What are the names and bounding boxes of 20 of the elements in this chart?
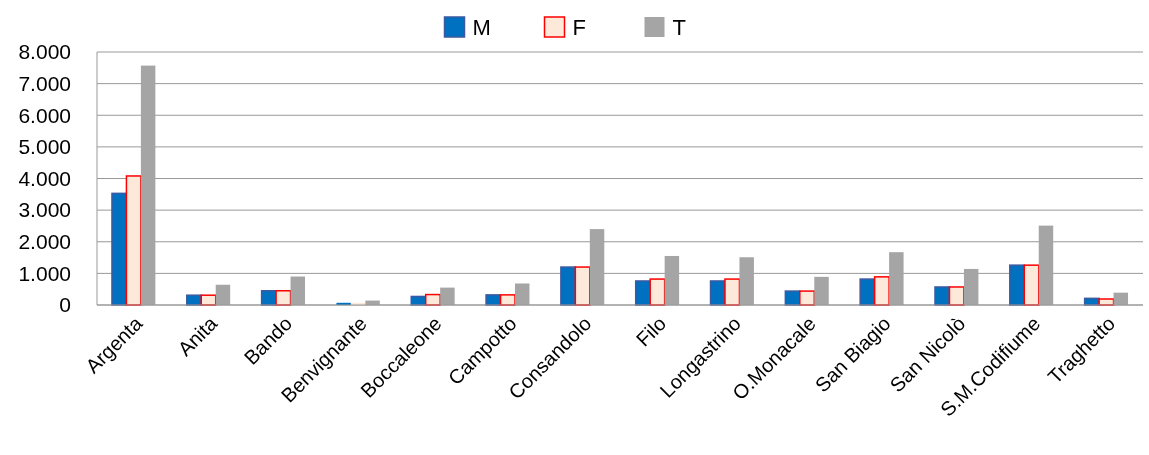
bar: [111, 192, 128, 306]
legend-label: T: [672, 14, 686, 40]
bar: [560, 266, 577, 306]
bar: [125, 175, 142, 306]
y-tick-label: 1.000: [18, 261, 71, 285]
bar: [649, 278, 666, 306]
y-tick-label: 3.000: [18, 198, 71, 222]
y-tick-label: 2.000: [18, 230, 71, 254]
bar: [574, 266, 591, 306]
y-tick-label: 0: [59, 293, 71, 317]
y-tick-label: 8.000: [18, 40, 71, 64]
bar: [275, 290, 292, 306]
y-tick-label: 7.000: [18, 71, 71, 95]
y-tick-label: 4.000: [18, 166, 71, 190]
legend-label: F: [572, 14, 586, 40]
legend-label: M: [472, 14, 491, 40]
y-tick-label: 6.000: [18, 103, 71, 127]
bar: [1023, 264, 1040, 306]
bar: [1009, 264, 1026, 306]
y-tick-label: 5.000: [18, 135, 71, 159]
